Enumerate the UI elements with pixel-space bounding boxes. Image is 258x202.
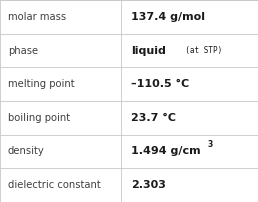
Text: 23.7 °C: 23.7 °C: [131, 113, 176, 123]
Text: (at STP): (at STP): [176, 46, 222, 55]
Text: 137.4 g/mol: 137.4 g/mol: [131, 12, 205, 22]
Text: density: density: [8, 146, 44, 157]
Text: phase: phase: [8, 45, 38, 56]
Text: molar mass: molar mass: [8, 12, 66, 22]
Text: 1.494 g/cm: 1.494 g/cm: [131, 146, 201, 157]
Text: liquid: liquid: [131, 45, 166, 56]
Text: dielectric constant: dielectric constant: [8, 180, 100, 190]
Text: boiling point: boiling point: [8, 113, 70, 123]
Text: 3: 3: [207, 140, 212, 149]
Text: –110.5 °C: –110.5 °C: [131, 79, 189, 89]
Text: melting point: melting point: [8, 79, 74, 89]
Text: 2.303: 2.303: [131, 180, 166, 190]
